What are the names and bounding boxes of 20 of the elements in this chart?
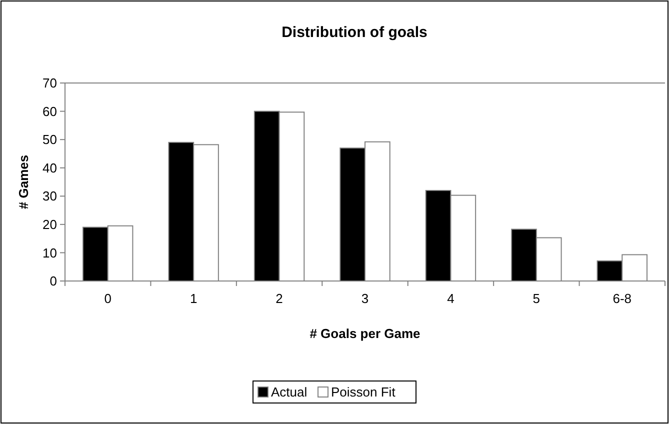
y-tick-label: 20 [42, 216, 57, 232]
y-tick-label: 40 [42, 160, 57, 176]
x-tick-label: 6-8 [612, 291, 632, 306]
y-tick-label: 0 [50, 274, 57, 289]
x-tick-label: 3 [361, 291, 369, 306]
legend-label: Poisson Fit [331, 384, 396, 400]
y-tick-label: 60 [42, 104, 57, 119]
chart-title: Distribution of goals [282, 24, 428, 41]
x-tick-label: 2 [276, 291, 283, 306]
x-tick-label: 5 [532, 291, 540, 306]
x-tick-label: 0 [104, 291, 112, 306]
y-tick-label: 10 [42, 245, 57, 260]
y-axis-title: # Games [16, 154, 31, 210]
x-tick-label: 4 [447, 291, 454, 306]
x-axis-title: # Goals per Game [310, 326, 420, 341]
y-tick-label: 50 [42, 132, 57, 148]
legend-label: Actual [271, 384, 308, 400]
x-tick-label: 1 [190, 291, 198, 306]
y-tick-label: 70 [42, 76, 57, 91]
y-tick-label: 30 [42, 188, 57, 204]
